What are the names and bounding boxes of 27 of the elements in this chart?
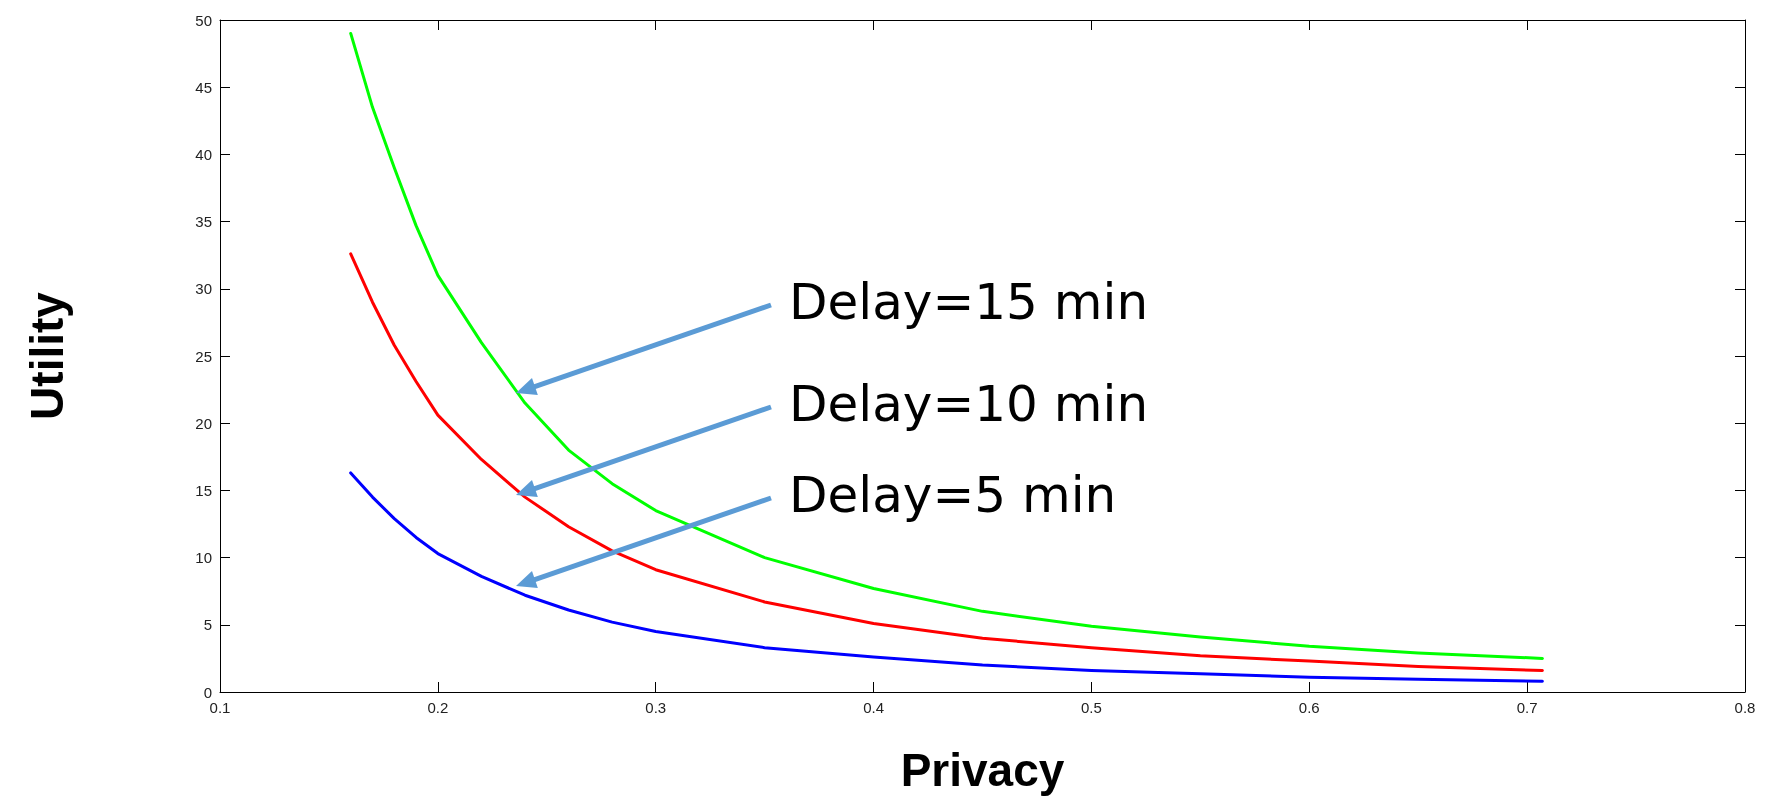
x-tick-label: 0.2 — [427, 699, 449, 716]
y-tick-label: 5 — [203, 616, 212, 634]
y-tick-label: 25 — [195, 347, 212, 365]
y-tick-label: 0 — [203, 683, 212, 701]
y-tick-label: 20 — [195, 414, 212, 432]
y-tick-label: 10 — [195, 549, 212, 567]
y-axis-title: Utility — [21, 291, 73, 420]
x-tick-label: 0.7 — [1516, 699, 1538, 716]
y-tick-label: 35 — [195, 213, 212, 231]
x-axis-title: Privacy — [900, 744, 1065, 796]
x-tick-label: 0.5 — [1081, 699, 1102, 716]
y-tick-label: 40 — [195, 145, 212, 163]
x-tick-label: 0.3 — [645, 699, 667, 716]
x-tick-label: 0.1 — [209, 699, 231, 716]
annotation: Delay=15 min — [789, 273, 1149, 331]
y-tick-label: 50 — [195, 11, 212, 29]
annotation: Delay=5 min — [789, 466, 1117, 524]
line-series — [349, 471, 1544, 683]
y-tick-label: 30 — [195, 280, 212, 298]
x-tick-label: 0.4 — [863, 699, 884, 716]
y-tick-label: 45 — [195, 78, 212, 96]
line-series — [349, 252, 1544, 672]
x-tick-label: 0.8 — [1734, 699, 1756, 716]
line-series — [349, 31, 1544, 660]
x-tick-label: 0.6 — [1298, 699, 1320, 716]
y-tick-label: 15 — [195, 481, 212, 499]
annotation: Delay=10 min — [789, 375, 1149, 433]
